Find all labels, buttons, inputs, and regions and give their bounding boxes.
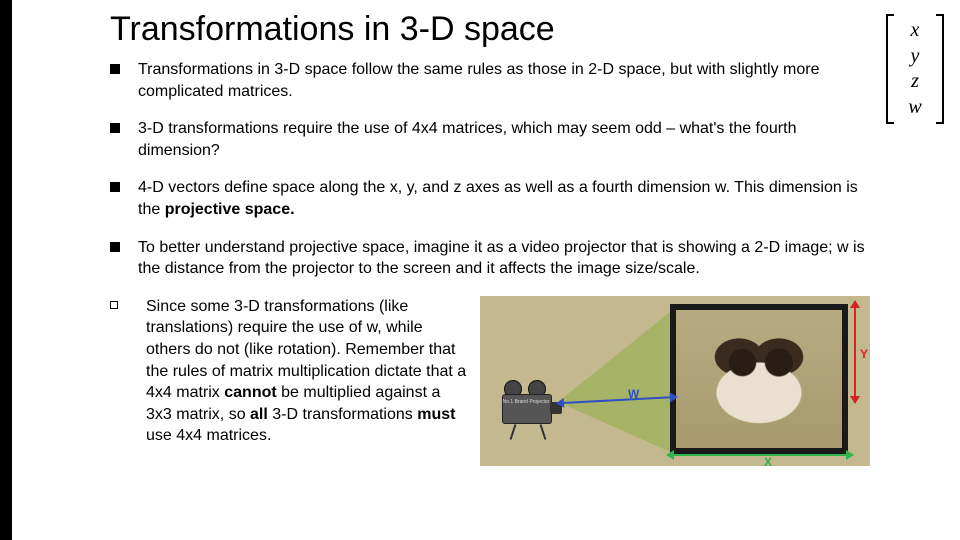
bullet-list: Transformations in 3-D space follow the … <box>110 59 870 466</box>
bullet-item: 3-D transformations require the use of 4… <box>110 118 870 161</box>
bracket-right-icon <box>936 14 944 124</box>
text-run: use 4x4 matrices. <box>146 427 271 444</box>
slide-content: Transformations in 3-D space Transformat… <box>110 10 870 482</box>
y-axis-label: Y <box>860 346 868 362</box>
projector-diagram: No.1 Brand Projector Y X W <box>480 296 870 466</box>
vector-entry: x <box>911 19 920 42</box>
projector-icon: No.1 Brand Projector <box>498 386 564 440</box>
bold-run: cannot <box>224 384 276 401</box>
square-bullet-icon <box>110 64 120 74</box>
square-bullet-icon <box>110 123 120 133</box>
x-axis-arrow <box>672 454 848 456</box>
vector-entries: x y z w <box>894 14 936 124</box>
y-axis-arrow <box>854 306 856 398</box>
bullet-text: Transformations in 3-D space follow the … <box>138 59 870 102</box>
vector-entry: y <box>911 45 920 68</box>
w-axis-label: W <box>628 386 639 402</box>
bracket-left-icon <box>886 14 894 124</box>
vector-entry: z <box>911 70 919 93</box>
accent-bar <box>0 0 12 540</box>
bullet-text: 3-D transformations require the use of 4… <box>138 118 870 161</box>
bullet-text: To better understand projective space, i… <box>138 237 870 280</box>
x-axis-label: X <box>764 454 772 466</box>
projection-screen <box>670 304 848 454</box>
hollow-square-bullet-icon <box>110 301 118 309</box>
text-run: 3-D transformations <box>268 406 417 423</box>
bold-run: projective space. <box>165 201 295 218</box>
slide-title: Transformations in 3-D space <box>110 10 870 49</box>
bullet-item: 4-D vectors define space along the x, y,… <box>110 177 870 220</box>
dog-image <box>676 310 842 448</box>
bold-run: must <box>417 406 455 423</box>
bullet-text: Since some 3-D transformations (like tra… <box>146 296 470 447</box>
square-bullet-icon <box>110 242 120 252</box>
square-bullet-icon <box>110 182 120 192</box>
projector-label: No.1 Brand Projector <box>502 400 550 406</box>
tripod-legs <box>508 424 548 440</box>
bullet-item: To better understand projective space, i… <box>110 237 870 280</box>
vector-entry: w <box>908 96 921 119</box>
bullet-item-with-figure: Since some 3-D transformations (like tra… <box>110 296 870 466</box>
bold-run: all <box>250 406 268 423</box>
bullet-item: Transformations in 3-D space follow the … <box>110 59 870 102</box>
bullet-text: 4-D vectors define space along the x, y,… <box>138 177 870 220</box>
column-vector: x y z w <box>886 14 944 124</box>
